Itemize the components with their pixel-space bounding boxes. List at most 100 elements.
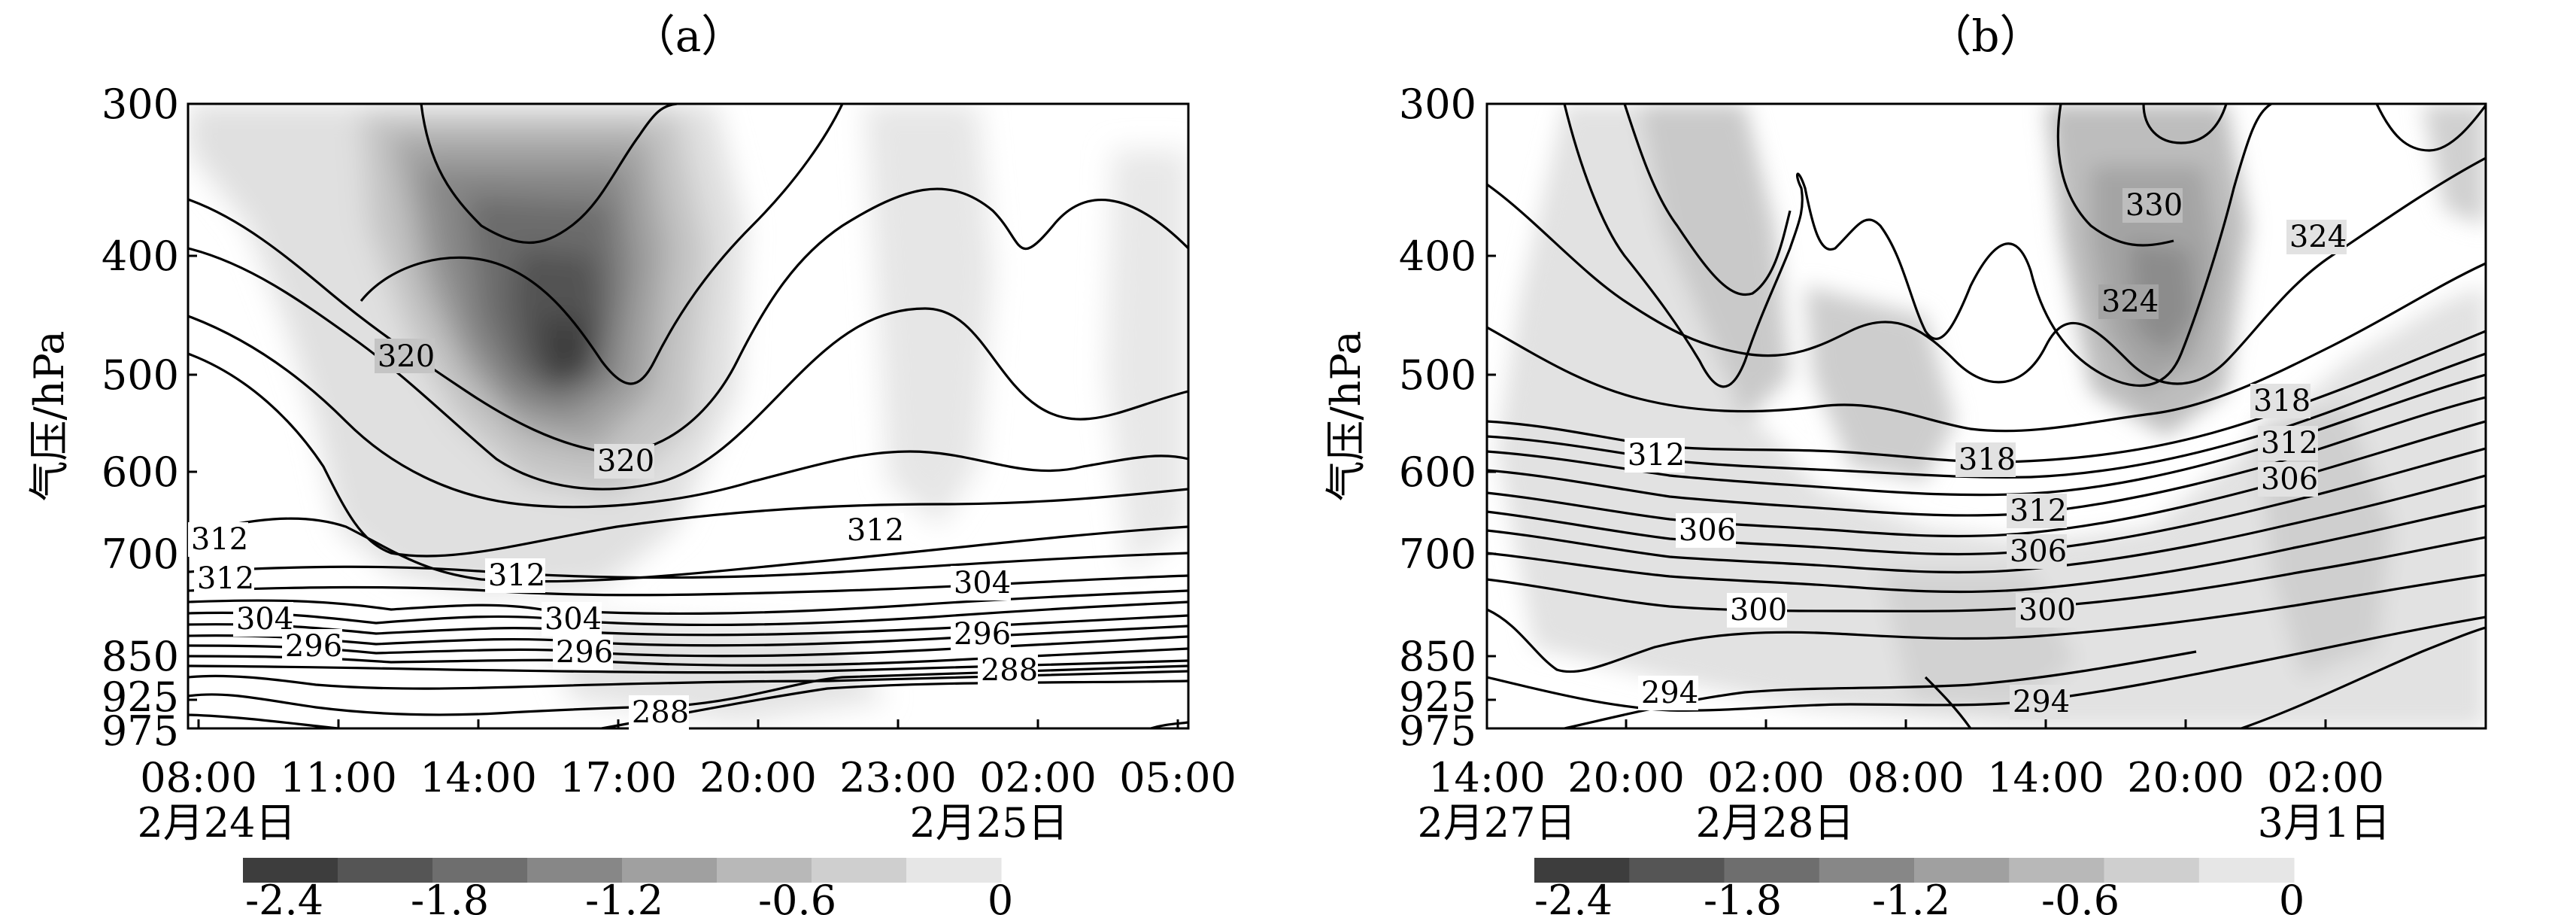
y-tick-label: 600 [1399, 448, 1476, 496]
colorbar-swatch [717, 858, 812, 883]
x-tick-label: 20:00 [699, 754, 817, 801]
panel-b-frame [1485, 102, 2487, 730]
y-tick-label: 850 [102, 633, 179, 680]
panel-a-ticks [188, 102, 1179, 730]
colorbar-swatch [906, 858, 1002, 883]
y-tick-label: 400 [102, 233, 179, 280]
y-tick-label: 300 [102, 81, 179, 128]
panel-b: （b） [1322, 11, 2487, 915]
contour-label: 300 [1730, 593, 1787, 628]
panel-a-contour-labels: 320 320 312 312 312 312 304 304 304 296 … [188, 339, 1038, 730]
colorbar-tick-label: -2.4 [1534, 877, 1613, 915]
x-tick-label: 14:00 [1987, 754, 2104, 801]
contour-label: 306 [2261, 462, 2318, 497]
contour-label: 312 [191, 522, 248, 557]
colorbar-tick-label: 0 [2279, 877, 2304, 915]
colorbar-tick-label: -1.8 [411, 877, 489, 915]
contour-label: 294 [1641, 676, 1698, 710]
colorbar-tick-label: -0.6 [758, 877, 836, 915]
panel-b-y-axis-label: 气压/hPa [1322, 330, 1370, 501]
colorbar-tick-label: -1.8 [1704, 877, 1782, 915]
panel-a-date-labels: 2月24日 2月25日 [137, 799, 1068, 847]
date-label: 2月27日 [1417, 799, 1576, 847]
contour-label: 312 [847, 513, 904, 548]
x-tick-label: 02:00 [2267, 754, 2384, 801]
colorbar-swatches [243, 858, 1002, 883]
colorbar-swatch [1534, 858, 1630, 883]
panel-b-contours [1487, 104, 2486, 728]
panel-a-x-tick-labels: 08:00 11:00 14:00 17:00 20:00 23:00 02:0… [140, 754, 1236, 801]
colorbar-swatch [1724, 858, 1820, 883]
contour-label: 296 [556, 635, 613, 670]
colorbar-swatch [432, 858, 528, 883]
contour-label: 312 [488, 558, 545, 593]
contour-label: 312 [2010, 494, 2067, 528]
x-tick-label: 14:00 [1428, 754, 1546, 801]
y-tick-label: 700 [1399, 530, 1476, 578]
panel-b-y-tick-labels: 300 400 500 600 700 850 925 975 [1399, 81, 1476, 755]
colorbar-swatch [1914, 858, 2010, 883]
panel-a-y-tick-labels: 300 400 500 600 700 850 925 975 [102, 81, 179, 755]
colorbar-tick-label: 0 [988, 877, 1013, 915]
colorbar-swatch [243, 858, 338, 883]
contour-label: 288 [981, 653, 1038, 688]
contour-label: 320 [378, 339, 435, 374]
contour-label: 304 [954, 566, 1011, 600]
panel-a-title: （a） [632, 11, 745, 62]
panel-a-contours [188, 104, 1188, 728]
x-tick-label: 08:00 [1847, 754, 1965, 801]
panel-a: （a） [26, 11, 1236, 915]
contour-label: 320 [597, 444, 654, 479]
date-label: 2月24日 [137, 799, 296, 847]
x-tick-label: 14:00 [420, 754, 537, 801]
contour-label: 294 [2013, 685, 2070, 719]
contour-label: 330 [2125, 188, 2183, 223]
y-tick-label: 300 [1399, 81, 1476, 128]
contour-label: 306 [2010, 534, 2067, 569]
colorbar-tick-label: -2.4 [245, 877, 323, 915]
colorbar-swatch [622, 858, 718, 883]
x-tick-label: 17:00 [560, 754, 677, 801]
contour-label: 324 [2101, 284, 2159, 319]
contour-label: 312 [2261, 426, 2318, 461]
x-tick-label: 11:00 [280, 754, 397, 801]
y-tick-label: 850 [1399, 633, 1476, 680]
y-tick-label: 925 [1399, 673, 1476, 721]
contour-label: 306 [1679, 513, 1736, 548]
x-tick-label: 23:00 [839, 754, 957, 801]
colorbar-swatch [527, 858, 623, 883]
y-tick-label: 500 [1399, 351, 1476, 399]
colorbar-tick-label: -0.6 [2041, 877, 2119, 915]
panel-b-colorbar: -2.4 -1.8 -1.2 -0.6 0 [1534, 858, 2304, 915]
date-label: 2月28日 [1695, 799, 1854, 847]
contour-label: 300 [2019, 593, 2076, 628]
panel-b-x-tick-labels: 14:00 20:00 02:00 08:00 14:00 20:00 02:0… [1428, 754, 2384, 801]
panel-b-date-labels: 2月27日 2月28日 3月1日 [1417, 799, 2390, 847]
date-label: 3月1日 [2258, 799, 2391, 847]
colorbar-swatch [2009, 858, 2104, 883]
contour-label: 296 [285, 629, 342, 664]
colorbar-swatch [812, 858, 907, 883]
contour-label: 312 [197, 561, 254, 596]
colorbar-swatch [1819, 858, 1915, 883]
x-tick-label: 05:00 [1119, 754, 1236, 801]
colorbar-tick-label: -1.2 [585, 877, 663, 915]
panel-b-shading [1497, 104, 2486, 728]
contour-label: 312 [1628, 438, 1685, 473]
contour-label: 318 [1959, 442, 2016, 477]
colorbar-swatch [2198, 858, 2295, 883]
y-tick-label: 600 [102, 448, 179, 496]
y-tick-label: 500 [102, 351, 179, 399]
y-tick-label: 700 [102, 530, 179, 578]
panel-b-title: （b） [1928, 11, 2043, 62]
contour-label: 318 [2253, 384, 2311, 418]
panel-b-contour-labels: 330 324 324 318 318 312 312 312 306 306 … [1625, 188, 2347, 719]
colorbar-swatch [2104, 858, 2200, 883]
y-tick-label: 400 [1399, 233, 1476, 280]
y-tick-label: 975 [102, 707, 179, 755]
colorbar-swatch [338, 858, 433, 883]
x-tick-label: 02:00 [1707, 754, 1825, 801]
date-label: 2月25日 [909, 799, 1068, 847]
y-tick-label: 925 [102, 673, 179, 721]
